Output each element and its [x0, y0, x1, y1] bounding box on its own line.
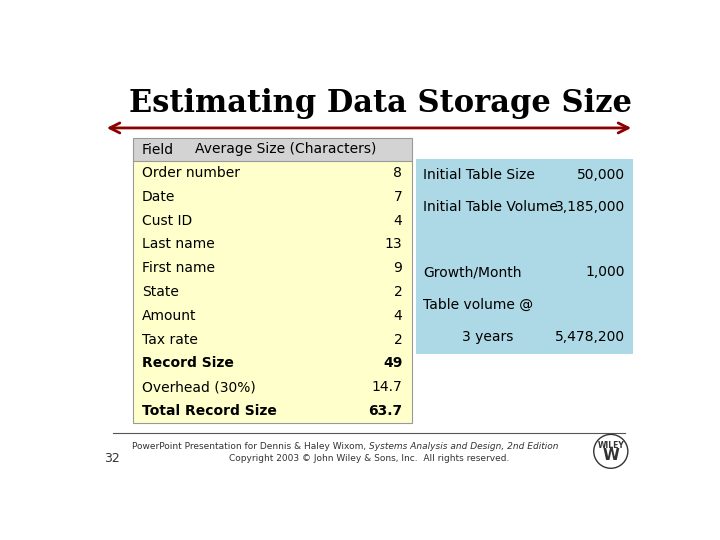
- Text: 14.7: 14.7: [372, 380, 402, 394]
- Text: 5,478,200: 5,478,200: [554, 330, 625, 345]
- Text: 3 years: 3 years: [462, 330, 513, 345]
- Text: State: State: [142, 285, 179, 299]
- Text: Record Size: Record Size: [142, 356, 234, 370]
- Text: Tax rate: Tax rate: [142, 333, 198, 347]
- Text: Growth/Month: Growth/Month: [423, 265, 522, 279]
- Text: Table volume @: Table volume @: [423, 298, 534, 312]
- Text: 50,000: 50,000: [577, 168, 625, 182]
- Bar: [132, 161, 412, 423]
- Text: 4: 4: [394, 309, 402, 323]
- Text: Amount: Amount: [142, 309, 197, 323]
- Text: 63.7: 63.7: [368, 404, 402, 418]
- Text: 3,185,000: 3,185,000: [554, 200, 625, 214]
- Text: 2: 2: [394, 285, 402, 299]
- Text: Total Record Size: Total Record Size: [142, 404, 276, 418]
- Text: Initial Table Size: Initial Table Size: [423, 168, 535, 182]
- Text: Last name: Last name: [142, 238, 215, 251]
- FancyArrowPatch shape: [110, 123, 628, 133]
- Text: 9: 9: [393, 261, 402, 275]
- Text: 32: 32: [104, 452, 120, 465]
- Text: 8: 8: [393, 166, 402, 180]
- Text: WILEY: WILEY: [598, 441, 624, 450]
- Text: W: W: [603, 448, 619, 463]
- Text: 4: 4: [394, 213, 402, 227]
- Text: 7: 7: [394, 190, 402, 204]
- Bar: [132, 138, 412, 423]
- Text: Date: Date: [142, 190, 175, 204]
- Text: Overhead (30%): Overhead (30%): [142, 380, 256, 394]
- Text: Systems Analysis and Design, 2nd Edition: Systems Analysis and Design, 2nd Edition: [369, 442, 559, 451]
- Text: Order number: Order number: [142, 166, 240, 180]
- Text: Initial Table Volume: Initial Table Volume: [423, 200, 558, 214]
- Text: Cust ID: Cust ID: [142, 213, 192, 227]
- Bar: [132, 138, 412, 161]
- Bar: [415, 159, 632, 354]
- Text: 2: 2: [394, 333, 402, 347]
- Text: 13: 13: [384, 238, 402, 251]
- Text: PowerPoint Presentation for Dennis & Haley Wixom,: PowerPoint Presentation for Dennis & Hal…: [132, 442, 369, 451]
- Text: First name: First name: [142, 261, 215, 275]
- Text: 1,000: 1,000: [585, 265, 625, 279]
- Text: Copyright 2003 © John Wiley & Sons, Inc.  All rights reserved.: Copyright 2003 © John Wiley & Sons, Inc.…: [229, 454, 509, 463]
- Text: Average Size (Characters): Average Size (Characters): [194, 143, 376, 157]
- Text: 49: 49: [383, 356, 402, 370]
- Text: Estimating Data Storage Size: Estimating Data Storage Size: [129, 88, 631, 119]
- Text: Field: Field: [142, 143, 174, 157]
